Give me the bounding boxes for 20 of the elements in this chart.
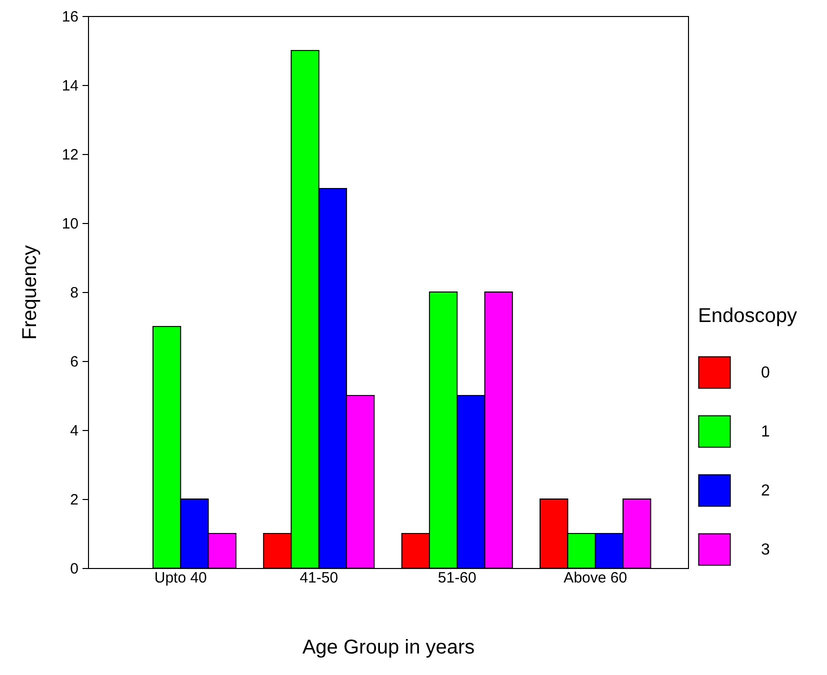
y-tick-label: 14 xyxy=(62,78,78,94)
y-tick-label: 2 xyxy=(70,492,78,508)
y-tick-label: 8 xyxy=(70,284,78,302)
y-tick-label: 0 xyxy=(70,560,78,578)
y-tick-label: 10 xyxy=(62,216,78,232)
x-axis-title: Age Group in years xyxy=(302,636,475,658)
x-tick-label: 51-60 xyxy=(438,570,476,586)
x-tick-label: Above 60 xyxy=(564,570,628,586)
y-tick-label: 6 xyxy=(70,354,78,370)
y-tick-label: 16 xyxy=(62,8,78,26)
y-tick-label: 12 xyxy=(62,146,78,164)
legend-label: 1 xyxy=(761,424,770,440)
legend-label: 2 xyxy=(761,482,770,500)
x-tick-label: 41-50 xyxy=(300,570,338,586)
y-tick-label: 4 xyxy=(70,422,78,440)
x-tick-label: Upto 40 xyxy=(154,570,207,586)
y-axis-title: Frequency xyxy=(18,245,41,340)
legend-label: 0 xyxy=(761,364,770,382)
legend-title: Endoscopy xyxy=(698,305,797,327)
legend-label: 3 xyxy=(761,542,770,558)
